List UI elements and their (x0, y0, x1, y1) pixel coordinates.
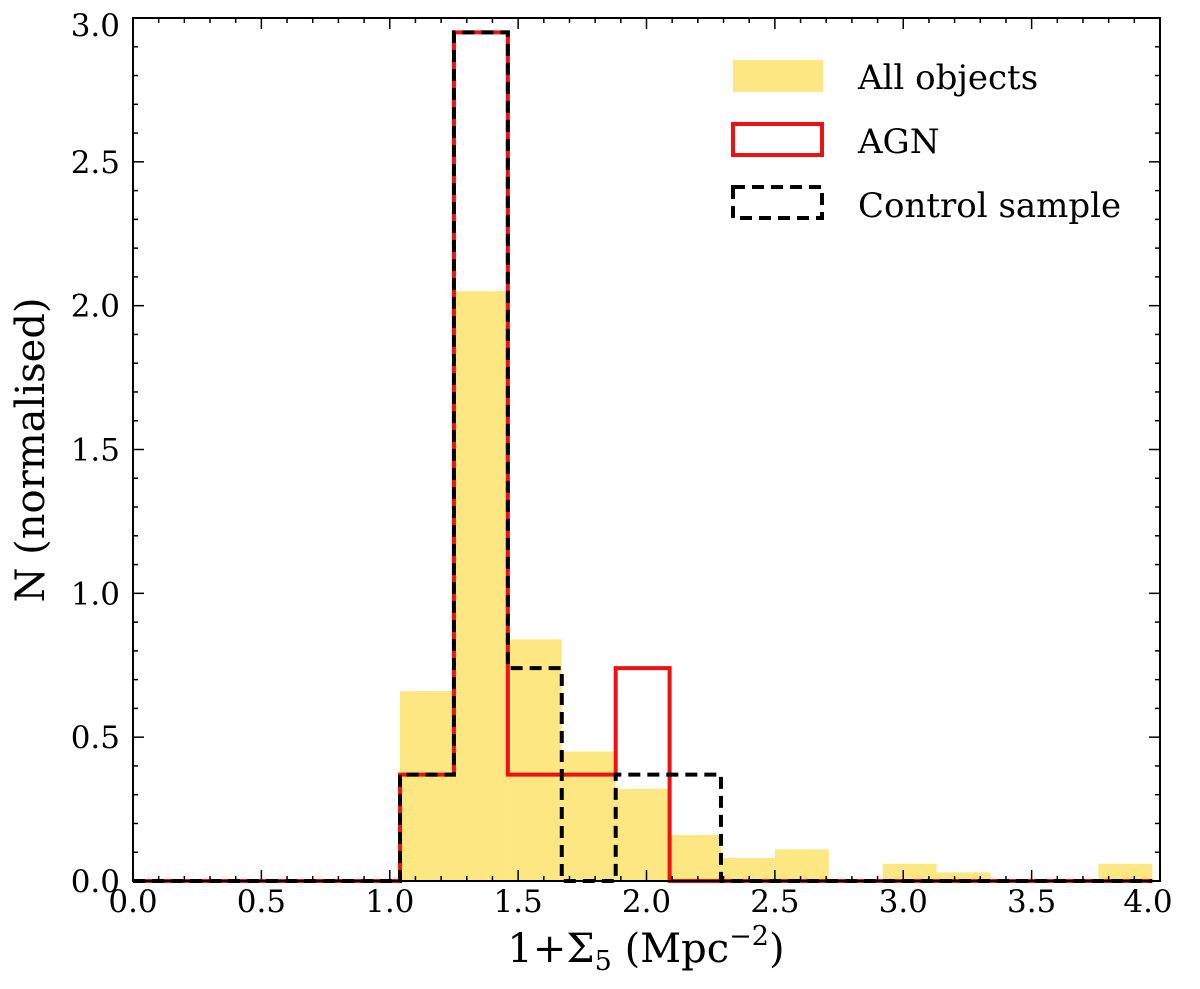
y-tick-label-6: 3.0 (71, 8, 120, 44)
y-tick-label-4: 2.0 (71, 289, 120, 325)
x-tick-label-0: 0.0 (108, 884, 157, 920)
y-tick-label-1: 0.5 (71, 720, 120, 756)
x-tick-label-4: 2.0 (622, 884, 671, 920)
axis-tick-labels: 0.0 0.5 1.0 1.5 2.0 2.5 3.0 3.5 4.0 0.0 0.5 1.0 1.5 2… (71, 8, 1173, 920)
y-tick-label-3: 1.5 (71, 433, 120, 469)
legend-label-agn: AGN (857, 122, 939, 162)
bar-all-objects-15 (936, 872, 991, 881)
bar-all-objects-9 (615, 788, 670, 881)
y-axis-label: N (normalised) (8, 297, 54, 602)
bar-all-objects-7 (507, 639, 562, 881)
bar-all-objects-14 (882, 863, 937, 881)
legend-swatch-agn (731, 122, 824, 157)
axis-ticks (132, 17, 1161, 882)
x-tick-label-8: 4.0 (1123, 884, 1172, 920)
x-tick-label-7: 3.5 (1007, 884, 1056, 920)
x-tick-label-1: 0.5 (237, 884, 286, 920)
bar-all-objects-18 (1098, 863, 1153, 881)
bar-all-objects-12 (774, 849, 829, 881)
x-tick-label-2: 1.0 (365, 884, 414, 920)
legend-swatch-control-sample (731, 185, 824, 220)
x-tick-label-3: 1.5 (493, 884, 542, 920)
all-objects-bars (400, 291, 1153, 881)
y-tick-label-2: 1.0 (71, 576, 120, 612)
bar-all-objects-5 (400, 691, 454, 881)
legend: All objects AGN Control sample (731, 58, 1121, 226)
y-tick-label-0: 0.0 (71, 864, 120, 900)
x-axis-label: 1+Σ5 (Mpc−2) (507, 921, 784, 977)
bar-all-objects-10 (669, 834, 721, 881)
legend-label-control-sample: Control sample (858, 186, 1121, 226)
bar-all-objects-11 (720, 857, 775, 881)
bar-all-objects-6 (453, 291, 508, 881)
x-tick-label-5: 2.5 (750, 884, 799, 920)
legend-swatch-all-objects (733, 60, 823, 92)
bar-all-objects-8 (561, 751, 616, 881)
legend-label-all-objects: All objects (857, 58, 1038, 98)
y-tick-label-5: 2.5 (71, 145, 120, 181)
x-tick-label-6: 3.0 (879, 884, 928, 920)
